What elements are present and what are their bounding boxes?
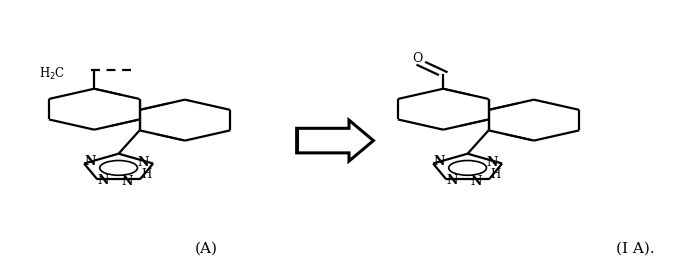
Text: (A): (A)	[195, 241, 217, 256]
Text: N: N	[98, 174, 109, 187]
Text: N: N	[121, 175, 133, 188]
Text: O: O	[412, 52, 422, 65]
Text: N: N	[447, 174, 458, 187]
Text: H$_2$C: H$_2$C	[39, 66, 66, 82]
Text: N: N	[487, 156, 498, 168]
Text: H: H	[142, 168, 152, 181]
Text: N: N	[84, 155, 96, 168]
Text: N: N	[470, 175, 482, 188]
Text: N: N	[433, 155, 445, 168]
Text: (I A).: (I A).	[616, 241, 655, 256]
Text: H: H	[491, 168, 501, 181]
Text: N: N	[138, 156, 149, 168]
